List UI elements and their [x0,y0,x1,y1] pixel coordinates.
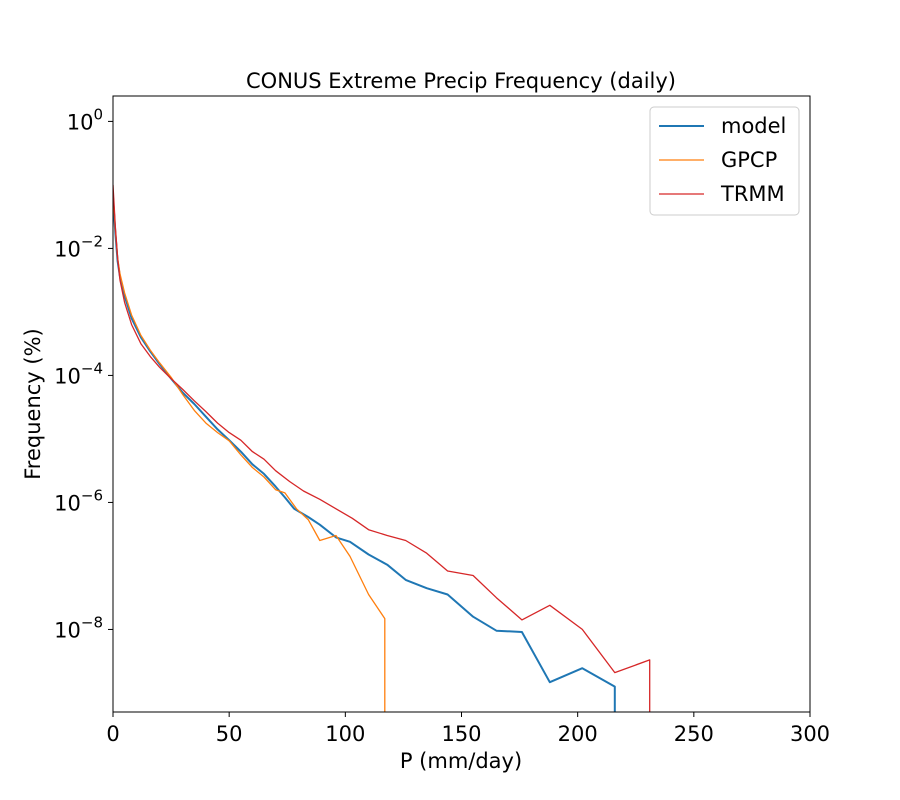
legend-box [649,106,800,216]
x-tick-label: 0 [106,722,119,746]
y-tick-base: 10 [67,110,94,134]
legend-label-gpcp: GPCP [721,148,777,172]
x-tick-label: 150 [441,722,481,746]
series-line-trmm [113,184,651,712]
legend: model GPCP TRMM [649,106,800,216]
y-tick-exponent: 0 [93,105,103,123]
x-axis: 0 50 100 150 200 250 300 [106,712,830,746]
y-tick-label: 10−2 [54,232,103,261]
y-tick-label: 10−6 [54,486,103,515]
y-tick-base: 10 [54,364,81,388]
x-axis-label: P (mm/day) [400,749,522,773]
y-tick-exponent: −2 [81,232,103,250]
y-tick-exponent: −4 [81,359,103,377]
y-tick-base: 10 [54,491,81,515]
x-tick-label: 50 [216,722,243,746]
series-line-gpcp [113,191,386,712]
y-tick-label: 10−8 [54,613,103,642]
y-tick-exponent: −8 [81,613,103,631]
y-tick-label: 100 [67,105,103,134]
y-tick-base: 10 [54,618,81,642]
x-tick-label: 250 [674,722,714,746]
series-layer [113,184,651,712]
chart-title: CONUS Extreme Precip Frequency (daily) [246,69,676,93]
series-line-model [113,197,616,712]
x-tick-label: 300 [790,722,830,746]
legend-label-trmm: TRMM [720,182,785,206]
x-tick-label: 100 [325,722,365,746]
x-tick-label: 200 [558,722,598,746]
y-axis-label: Frequency (%) [21,328,45,480]
y-tick-label: 10−4 [54,359,103,388]
y-tick-exponent: −6 [81,486,103,504]
legend-label-model: model [721,114,786,138]
y-tick-base: 10 [54,237,81,261]
